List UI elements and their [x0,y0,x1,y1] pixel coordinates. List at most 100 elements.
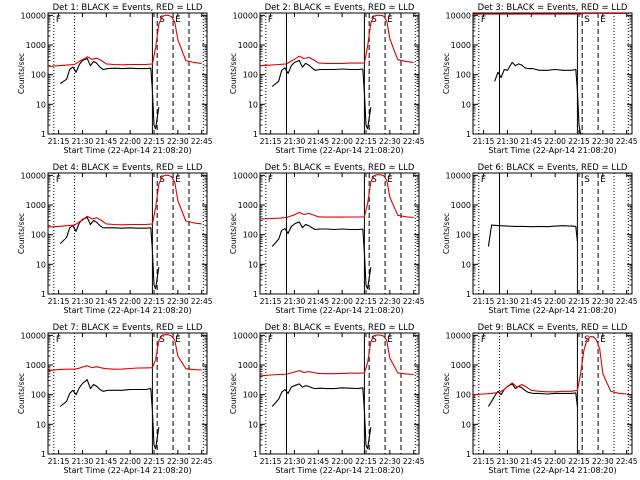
x-tick-label: 21:45 [520,297,542,306]
plot-frame [259,332,420,455]
y-axis-label: Counts/sec [442,373,451,414]
y-axis-label: Counts/sec [17,213,26,254]
x-tick-label: 22:45 [616,457,638,466]
marker-label: E [600,335,606,345]
x-tick-label: 22:15 [355,137,377,146]
y-tick-label: 10 [248,420,258,429]
x-tick-label: 22:30 [379,457,401,466]
x-tick-label: 22:00 [331,457,353,466]
series-line-events [59,216,160,290]
x-tick-label: 22:45 [403,297,425,306]
panel-det-4: Det 4: BLACK = Events, RED = LLD 1 10 100 10… [17,163,213,315]
x-tick-label: 21:30 [284,297,306,306]
y-tick-label: 10000 [446,171,471,180]
y-tick-label: 10 [36,420,46,429]
x-tick-label: 21:45 [307,137,329,146]
x-tick-label: 22:45 [616,297,638,306]
y-tick-label: 1000 [238,361,258,370]
y-tick-label: 1000 [238,201,258,210]
panel-det-6: Det 6: BLACK = Events, RED = LLD 1 10 100 10… [442,163,638,315]
x-tick-label: 21:45 [95,297,117,306]
x-tick-label: 22:15 [355,297,377,306]
marker-label: S [159,175,165,185]
x-tick-label: 22:30 [592,457,614,466]
x-tick-label: 22:30 [167,137,189,146]
x-axis-label: Start Time (22-Apr-14 21:08:20) [488,466,616,475]
y-tick-label: 10 [461,260,471,269]
series-line-lld [48,334,202,372]
x-axis-label: Start Time (22-Apr-14 21:08:20) [488,306,616,315]
y-tick-label: 10000 [446,11,471,20]
y-tick-label: 1 [466,450,471,459]
x-tick-label: 22:15 [143,297,165,306]
y-tick-label: 1000 [451,41,471,50]
series-line-lld [48,174,202,228]
y-tick-label: 10000 [233,11,258,20]
x-tick-label: 21:15 [260,137,282,146]
marker-label: F [481,15,486,25]
y-tick-label: 10 [461,420,471,429]
plot-frame [47,12,208,135]
marker-label: F [481,335,486,345]
y-tick-label: 1000 [26,41,46,50]
y-tick-label: 10000 [233,331,258,340]
series-group [260,174,414,290]
panel-title: Det 7: BLACK = Events, RED = LLD [53,323,203,333]
series-group [260,334,414,450]
x-axis-label: Start Time (22-Apr-14 21:08:20) [275,306,403,315]
y-axis-label: Counts/sec [17,53,26,94]
marker-label: S [371,15,377,25]
series-line-events [487,224,578,247]
x-tick-label: 22:15 [355,457,377,466]
y-tick-label: 100 [31,391,46,400]
y-axis-label: Counts/sec [17,373,26,414]
y-tick-label: 1000 [26,201,46,210]
panel-det-2: Det 2: BLACK = Events, RED = LLD 1 10 100 10… [229,3,425,155]
panel-title: Det 6: BLACK = Events, RED = LLD [478,163,628,173]
plot-frame [472,332,633,455]
x-tick-label: 21:30 [497,297,519,306]
x-tick-label: 21:45 [520,457,542,466]
series-group [260,14,414,130]
x-tick-label: 21:15 [473,457,495,466]
marker-label: F [268,15,273,25]
y-tick-label: 10 [36,100,46,109]
marker-label: S [584,175,590,185]
marker-label: S [584,15,590,25]
x-tick-label: 21:15 [473,297,495,306]
x-tick-label: 22:00 [544,457,566,466]
x-tick-label: 22:00 [119,457,141,466]
x-axis-label: Start Time (22-Apr-14 21:08:20) [63,306,191,315]
y-tick-label: 10000 [21,331,46,340]
x-tick-label: 22:30 [167,457,189,466]
series-line-lld [48,14,202,67]
marker-label: S [371,175,377,185]
x-tick-label: 22:15 [143,457,165,466]
x-tick-label: 22:15 [568,137,590,146]
y-axis-label: Counts/sec [229,373,238,414]
panel-det-5: Det 5: BLACK = Events, RED = LLD 1 10 100 10… [229,163,425,315]
x-tick-label: 22:30 [379,297,401,306]
marker-label: E [600,175,606,185]
x-tick-label: 22:15 [568,297,590,306]
plot-frame [472,12,633,135]
x-tick-label: 21:45 [307,297,329,306]
y-tick-label: 1 [41,450,46,459]
series-line-events [59,57,160,130]
x-tick-label: 22:30 [592,297,614,306]
x-tick-label: 22:45 [403,457,425,466]
series-line-events [59,379,160,450]
x-tick-label: 21:30 [284,137,306,146]
y-tick-label: 100 [456,71,471,80]
x-tick-label: 22:30 [592,137,614,146]
y-axis-label: Counts/sec [229,53,238,94]
x-tick-label: 22:45 [191,297,213,306]
marker-label: F [56,175,61,185]
series-line-events [271,383,372,450]
plot-frame [47,172,208,295]
y-tick-label: 100 [243,71,258,80]
x-tick-label: 21:15 [473,137,495,146]
series-line-lld [260,14,414,67]
marker-label: S [159,335,165,345]
